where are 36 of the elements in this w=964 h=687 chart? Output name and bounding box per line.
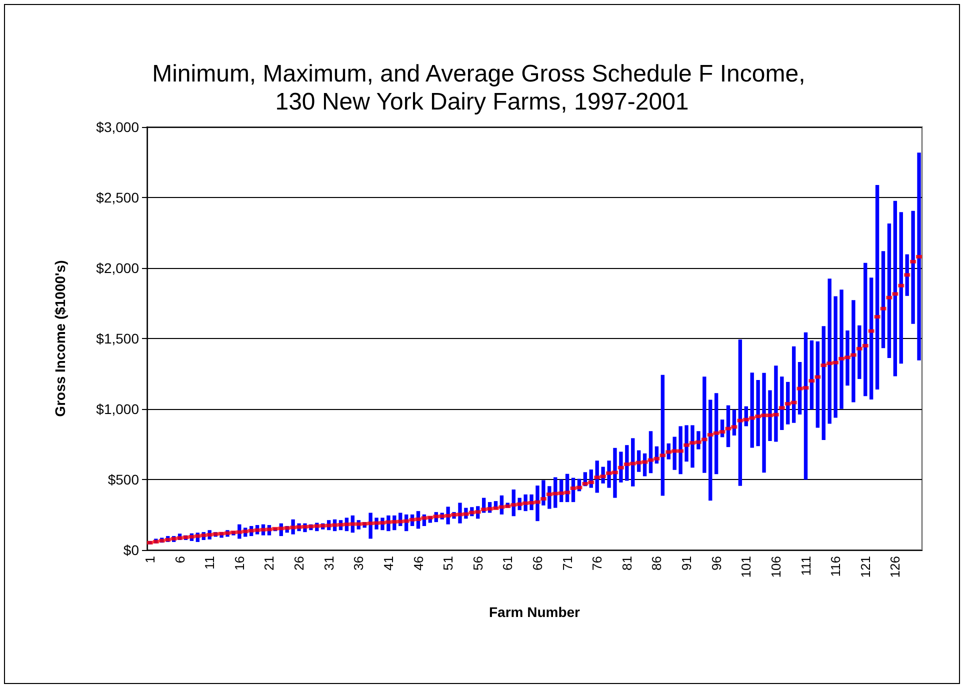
x-tick-label: 116 bbox=[828, 556, 844, 577]
y-tick-label: $2,000 bbox=[96, 260, 140, 276]
x-tick-label: 41 bbox=[380, 556, 396, 570]
x-tick-label: 91 bbox=[679, 556, 694, 570]
x-tick-label: 46 bbox=[410, 556, 426, 570]
x-tick-label: 26 bbox=[292, 556, 307, 570]
x-tick-label: 86 bbox=[649, 556, 664, 570]
x-tick-label: 76 bbox=[590, 556, 605, 570]
x-tick-label: 11 bbox=[202, 556, 218, 570]
x-tick-label: 16 bbox=[232, 556, 247, 570]
y-axis-title: Gross Income ($1000's) bbox=[52, 260, 68, 417]
x-tick-label: 1 bbox=[142, 556, 158, 564]
x-tick-label: 101 bbox=[738, 556, 754, 578]
x-tick-label: 66 bbox=[530, 556, 545, 570]
x-tick-label: 126 bbox=[888, 556, 903, 578]
y-tick-label: $1,500 bbox=[96, 330, 140, 346]
x-tick-label: 6 bbox=[172, 556, 188, 564]
x-tick-label: 36 bbox=[351, 556, 366, 570]
x-tick-label: 121 bbox=[858, 556, 873, 578]
x-tick-label: 106 bbox=[768, 556, 784, 578]
x-tick-label: 51 bbox=[440, 556, 456, 570]
x-axis-title: Farm Number bbox=[488, 604, 581, 620]
x-tick-label: 56 bbox=[470, 556, 486, 570]
x-tick-label: 71 bbox=[560, 556, 575, 570]
x-tick-label: 111 bbox=[798, 556, 814, 576]
x-tick-label: 81 bbox=[619, 556, 634, 570]
y-tick-label: $3,000 bbox=[96, 119, 140, 135]
x-tick-label: 96 bbox=[708, 556, 724, 570]
y-tick-label: $500 bbox=[108, 472, 140, 488]
chart-title: Minimum, Maximum, and Average Gross Schedule F Income, 130 New York Dairy Farms, 1997-2001 bbox=[152, 60, 812, 116]
x-tick-label: 31 bbox=[321, 556, 336, 570]
y-tick-label: $0 bbox=[123, 542, 140, 558]
x-tick-label: 21 bbox=[262, 556, 277, 570]
x-tick-label: 61 bbox=[500, 556, 516, 570]
y-tick-label: $1,000 bbox=[96, 401, 140, 417]
y-tick-label: $2,500 bbox=[96, 190, 140, 206]
